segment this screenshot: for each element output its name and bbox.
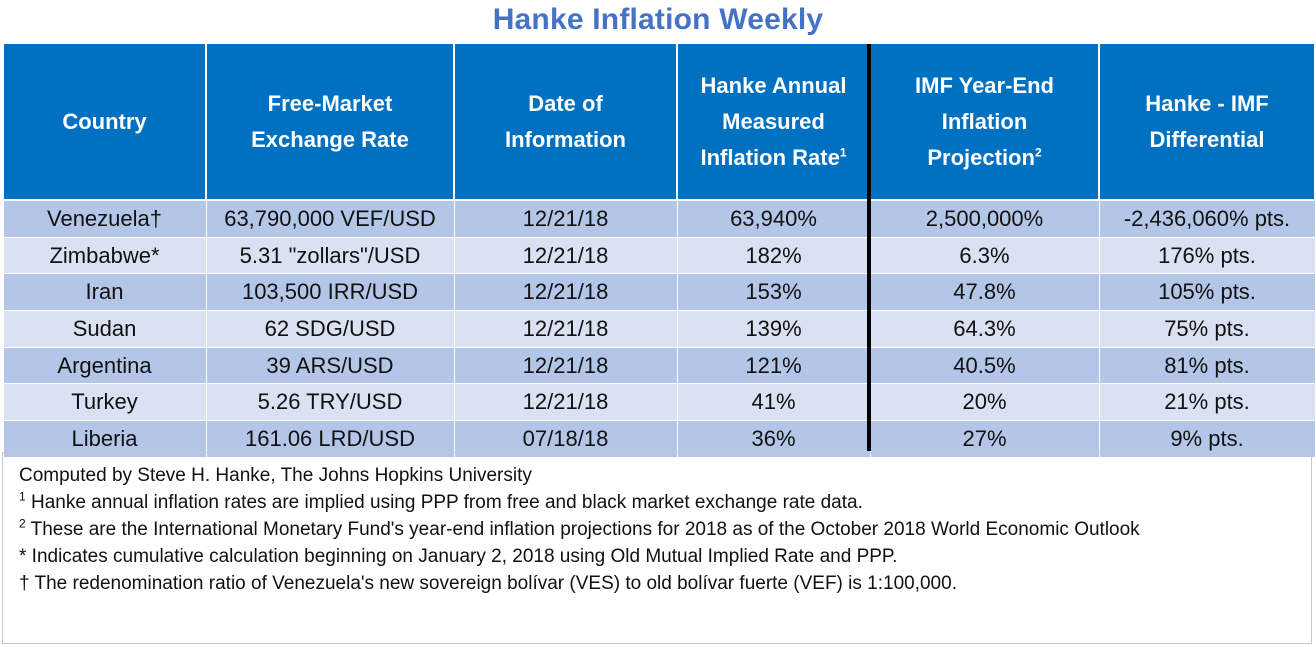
cell-differential: 176% pts. bbox=[1098, 236, 1316, 275]
cell-exchange-rate: 5.26 TRY/USD bbox=[205, 383, 455, 422]
header-hanke-rate: Hanke Annual Measured Inflation Rate1 bbox=[676, 44, 871, 201]
footnote-mark-2: 2 bbox=[1034, 145, 1042, 160]
header-date: Date of Information bbox=[453, 44, 678, 201]
footnote-2-mark: 2 bbox=[19, 516, 26, 531]
cell-date: 12/21/18 bbox=[453, 310, 678, 348]
footnote-1-text: Hanke annual inflation rates are implied… bbox=[25, 492, 863, 513]
column-divider bbox=[867, 44, 871, 451]
cell-imf-projection: 27% bbox=[869, 420, 1100, 458]
header-row: Country Free-Market Exchange Rate Date of… bbox=[2, 44, 1316, 201]
table-row: Iran 103,500 IRR/USD 12/21/18 153% 47.8%… bbox=[2, 273, 1316, 312]
cell-country: Venezuela† bbox=[2, 199, 207, 238]
cell-imf-projection: 2,500,000% bbox=[869, 199, 1100, 238]
cell-differential: -2,436,060% pts. bbox=[1098, 199, 1316, 238]
cell-differential: 9% pts. bbox=[1098, 420, 1316, 458]
cell-date: 12/21/18 bbox=[453, 199, 678, 238]
cell-exchange-rate: 63,790,000 VEF/USD bbox=[205, 199, 455, 238]
header-imf-projection: IMF Year-End Inflation Projection2 bbox=[869, 44, 1100, 201]
cell-country: Turkey bbox=[2, 383, 207, 422]
cell-differential: 21% pts. bbox=[1098, 383, 1316, 422]
cell-date: 12/21/18 bbox=[453, 236, 678, 275]
cell-imf-projection: 64.3% bbox=[869, 310, 1100, 348]
table-row: Liberia 161.06 LRD/USD 07/18/18 36% 27% … bbox=[2, 420, 1316, 458]
cell-hanke-rate: 153% bbox=[676, 273, 871, 312]
cell-country: Argentina bbox=[2, 346, 207, 385]
table-row: Turkey 5.26 TRY/USD 12/21/18 41% 20% 21%… bbox=[2, 383, 1316, 422]
cell-imf-projection: 6.3% bbox=[869, 236, 1100, 275]
cell-exchange-rate: 39 ARS/USD bbox=[205, 346, 455, 385]
footnote-dagger: † The redenomination ratio of Venezuela'… bbox=[19, 573, 957, 594]
cell-date: 07/18/18 bbox=[453, 420, 678, 458]
cell-hanke-rate: 121% bbox=[676, 346, 871, 385]
cell-exchange-rate: 5.31 "zollars"/USD bbox=[205, 236, 455, 275]
cell-differential: 81% pts. bbox=[1098, 346, 1316, 385]
footnote-1: 1 Hanke annual inflation rates are impli… bbox=[19, 489, 1311, 516]
inflation-table: Country Free-Market Exchange Rate Date of… bbox=[2, 44, 1316, 458]
cell-country: Sudan bbox=[2, 310, 207, 348]
table-row: Venezuela† 63,790,000 VEF/USD 12/21/18 6… bbox=[2, 199, 1316, 238]
cell-country: Liberia bbox=[2, 420, 207, 458]
cell-date: 12/21/18 bbox=[453, 346, 678, 385]
cell-exchange-rate: 62 SDG/USD bbox=[205, 310, 455, 348]
cell-differential: 75% pts. bbox=[1098, 310, 1316, 348]
table-row: Zimbabwe* 5.31 "zollars"/USD 12/21/18 18… bbox=[2, 236, 1316, 275]
table-row: Argentina 39 ARS/USD 12/21/18 121% 40.5%… bbox=[2, 346, 1316, 385]
cell-hanke-rate: 41% bbox=[676, 383, 871, 422]
cell-differential: 105% pts. bbox=[1098, 273, 1316, 312]
header-exchange-rate: Free-Market Exchange Rate bbox=[205, 44, 455, 201]
footnote-mark-1: 1 bbox=[839, 145, 847, 160]
cell-date: 12/21/18 bbox=[453, 383, 678, 422]
cell-country: Zimbabwe* bbox=[2, 236, 207, 275]
footnote-asterisk: * Indicates cumulative calculation begin… bbox=[19, 546, 898, 567]
cell-imf-projection: 47.8% bbox=[869, 273, 1100, 312]
footnote-2: 2 These are the International Monetary F… bbox=[19, 516, 1311, 543]
cell-hanke-rate: 63,940% bbox=[676, 199, 871, 238]
cell-imf-projection: 40.5% bbox=[869, 346, 1100, 385]
footnote-2-text: These are the International Monetary Fun… bbox=[25, 519, 1140, 540]
table-row: Sudan 62 SDG/USD 12/21/18 139% 64.3% 75%… bbox=[2, 310, 1316, 348]
cell-hanke-rate: 36% bbox=[676, 420, 871, 458]
cell-date: 12/21/18 bbox=[453, 273, 678, 312]
cell-exchange-rate: 161.06 LRD/USD bbox=[205, 420, 455, 458]
footnote-1-mark: 1 bbox=[19, 489, 26, 504]
cell-exchange-rate: 103,500 IRR/USD bbox=[205, 273, 455, 312]
cell-imf-projection: 20% bbox=[869, 383, 1100, 422]
credit-line: Computed by Steve H. Hanke, The Johns Ho… bbox=[19, 465, 532, 486]
cell-hanke-rate: 139% bbox=[676, 310, 871, 348]
page-title: Hanke Inflation Weekly bbox=[492, 3, 824, 36]
cell-country: Iran bbox=[2, 273, 207, 312]
footnotes-box: Computed by Steve H. Hanke, The Johns Ho… bbox=[2, 452, 1312, 644]
header-differential: Hanke - IMF Differential bbox=[1098, 44, 1316, 201]
cell-hanke-rate: 182% bbox=[676, 236, 871, 275]
header-country: Country bbox=[2, 44, 207, 201]
